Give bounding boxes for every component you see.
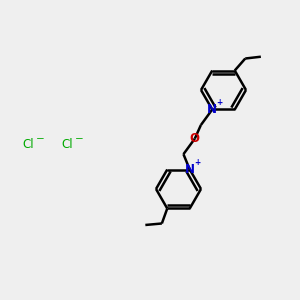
Text: +: + xyxy=(217,98,223,107)
Text: +: + xyxy=(194,158,200,167)
Text: O: O xyxy=(190,132,200,145)
Text: N: N xyxy=(185,163,195,176)
Text: Cl: Cl xyxy=(23,137,34,151)
Text: −: − xyxy=(75,134,84,144)
Text: −: − xyxy=(36,134,45,144)
Text: N: N xyxy=(207,103,217,116)
Text: Cl: Cl xyxy=(62,137,73,151)
